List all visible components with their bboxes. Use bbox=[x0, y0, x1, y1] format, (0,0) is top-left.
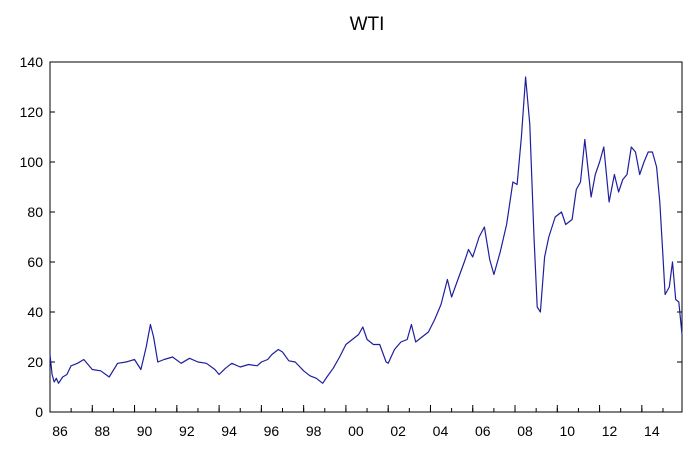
y-tick-label: 60 bbox=[27, 254, 43, 270]
y-tick-label: 120 bbox=[20, 104, 44, 120]
chart-title: WTI bbox=[350, 14, 385, 35]
x-tick-label: 00 bbox=[348, 423, 364, 439]
plot-frame bbox=[49, 61, 683, 413]
y-axis: 0 20 40 60 80 100 120 140 bbox=[20, 54, 682, 420]
x-tick-label: 90 bbox=[137, 423, 153, 439]
x-tick-label: 88 bbox=[94, 423, 110, 439]
y-tick-label: 80 bbox=[27, 204, 43, 220]
series-line-wti bbox=[49, 76, 683, 384]
y-tick-label: 0 bbox=[35, 404, 43, 420]
x-tick-label: 02 bbox=[390, 423, 406, 439]
x-tick-label: 12 bbox=[602, 423, 618, 439]
x-tick-label: 06 bbox=[475, 423, 491, 439]
y-tick-label: 20 bbox=[27, 354, 43, 370]
x-tick-label: 04 bbox=[433, 423, 449, 439]
x-tick-label: 94 bbox=[221, 423, 237, 439]
x-tick-label: 14 bbox=[644, 423, 660, 439]
y-tick-label: 100 bbox=[20, 154, 44, 170]
x-tick-label: 96 bbox=[264, 423, 280, 439]
x-tick-label: 86 bbox=[52, 423, 68, 439]
x-tick-label: 10 bbox=[560, 423, 576, 439]
y-tick-label: 40 bbox=[27, 304, 43, 320]
x-axis: 86 88 90 92 94 96 98 00 02 04 06 08 10 12 14 bbox=[49, 405, 664, 439]
y-tick-label: 140 bbox=[20, 54, 44, 70]
x-tick-label: 92 bbox=[179, 423, 195, 439]
x-tick-label: 98 bbox=[306, 423, 322, 439]
x-tick-label: 08 bbox=[517, 423, 533, 439]
series-layer bbox=[49, 76, 683, 384]
